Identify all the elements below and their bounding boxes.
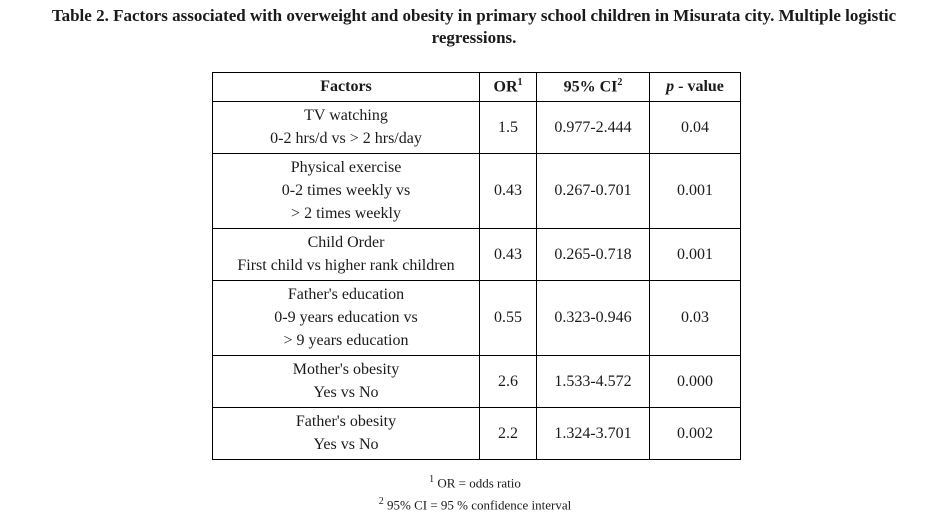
caption-line-2: regressions. [431,28,517,47]
factor-comparison: 0-9 years education vs [274,309,418,326]
factor-title: Child Order [307,234,385,251]
or-cell: 2.6 [479,355,537,408]
p-value-cell: 0.03 [649,280,741,356]
table-row: Child Order First child vs higher rank c… [212,228,741,281]
footnote-or: 1 OR = odds ratio [212,470,738,492]
table-footnotes: 1 OR = odds ratio 2 95% CI = 95 % confid… [212,470,738,515]
p-value-cell: 0.000 [649,355,741,408]
or-cell: 1.5 [479,101,537,154]
header-or-footnote-marker: 1 [517,77,523,89]
factor-comparison: Yes vs No [313,436,379,453]
footnote-marker: 1 [429,474,435,485]
header-or-label: OR [493,78,518,96]
factor-comparison: 0-2 times weekly vs [281,182,411,199]
header-ci-footnote-marker: 2 [617,77,623,89]
ci-cell: 0.265-0.718 [536,228,650,281]
factor-cell: Mother's obesity Yes vs No [212,355,480,408]
table-row: Physical exercise 0-2 times weekly vs > … [212,153,741,229]
factor-cell: Father's obesity Yes vs No [212,407,480,460]
ci-cell: 0.977-2.444 [536,101,650,154]
p-value-cell: 0.002 [649,407,741,460]
header-ci: 95% CI2 [536,72,650,102]
factor-title: TV watching [304,107,388,124]
ci-cell: 0.323-0.946 [536,280,650,356]
p-value-cell: 0.04 [649,101,741,154]
or-cell: 2.2 [479,407,537,460]
header-p-rest: - value [674,78,724,95]
ci-cell: 1.324-3.701 [536,407,650,460]
factor-cell: TV watching 0-2 hrs/d vs > 2 hrs/day [212,101,480,154]
footnote-text: 95% CI = 95 % confidence interval [383,497,572,513]
factor-title: Father's obesity [295,413,397,430]
factor-comparison: > 9 years education [283,332,409,349]
factor-cell: Father's education 0-9 years education v… [212,280,480,356]
p-value-cell: 0.001 [649,228,741,281]
header-factors: Factors [212,72,480,102]
logistic-regression-table: Factors OR1 95% CI2 p - value TV watchin… [212,72,741,460]
factor-title: Physical exercise [290,159,402,176]
or-cell: 0.55 [479,280,537,356]
factor-comparison: First child vs higher rank children [237,257,455,274]
header-p-letter: p [666,78,675,95]
footnote-text: OR = odds ratio [434,475,521,491]
header-p-value: p - value [649,72,741,102]
footnote-ci: 2 95% CI = 95 % confidence interval [212,492,738,514]
header-ci-label: 95% CI [563,78,618,96]
factor-title: Mother's obesity [292,361,400,378]
factor-comparison: Yes vs No [313,384,379,401]
ci-cell: 1.533-4.572 [536,355,650,408]
header-or: OR1 [479,72,537,102]
factor-cell: Physical exercise 0-2 times weekly vs > … [212,153,480,229]
factor-title: Father's education [287,286,405,303]
factor-cell: Child Order First child vs higher rank c… [212,228,480,281]
table-header-row: Factors OR1 95% CI2 p - value [212,72,741,102]
footnote-marker: 2 [378,496,384,508]
table-row: Mother's obesity Yes vs No 2.6 1.533-4.5… [212,355,741,408]
caption-line-1: Table 2. Factors associated with overwei… [51,6,897,25]
table-row: TV watching 0-2 hrs/d vs > 2 hrs/day 1.5… [212,101,741,154]
or-cell: 0.43 [479,153,537,229]
or-cell: 0.43 [479,228,537,281]
factor-comparison: > 2 times weekly [291,205,401,222]
ci-cell: 0.267-0.701 [536,153,650,229]
p-value-cell: 0.001 [649,153,741,229]
table-row: Father's obesity Yes vs No 2.2 1.324-3.7… [212,407,741,460]
results-table-container: Factors OR1 95% CI2 p - value TV watchin… [212,72,741,460]
table-row: Father's education 0-9 years education v… [212,280,741,356]
factor-comparison: 0-2 hrs/d vs > 2 hrs/day [270,130,422,147]
table-caption: Table 2. Factors associated with overwei… [4,5,944,49]
